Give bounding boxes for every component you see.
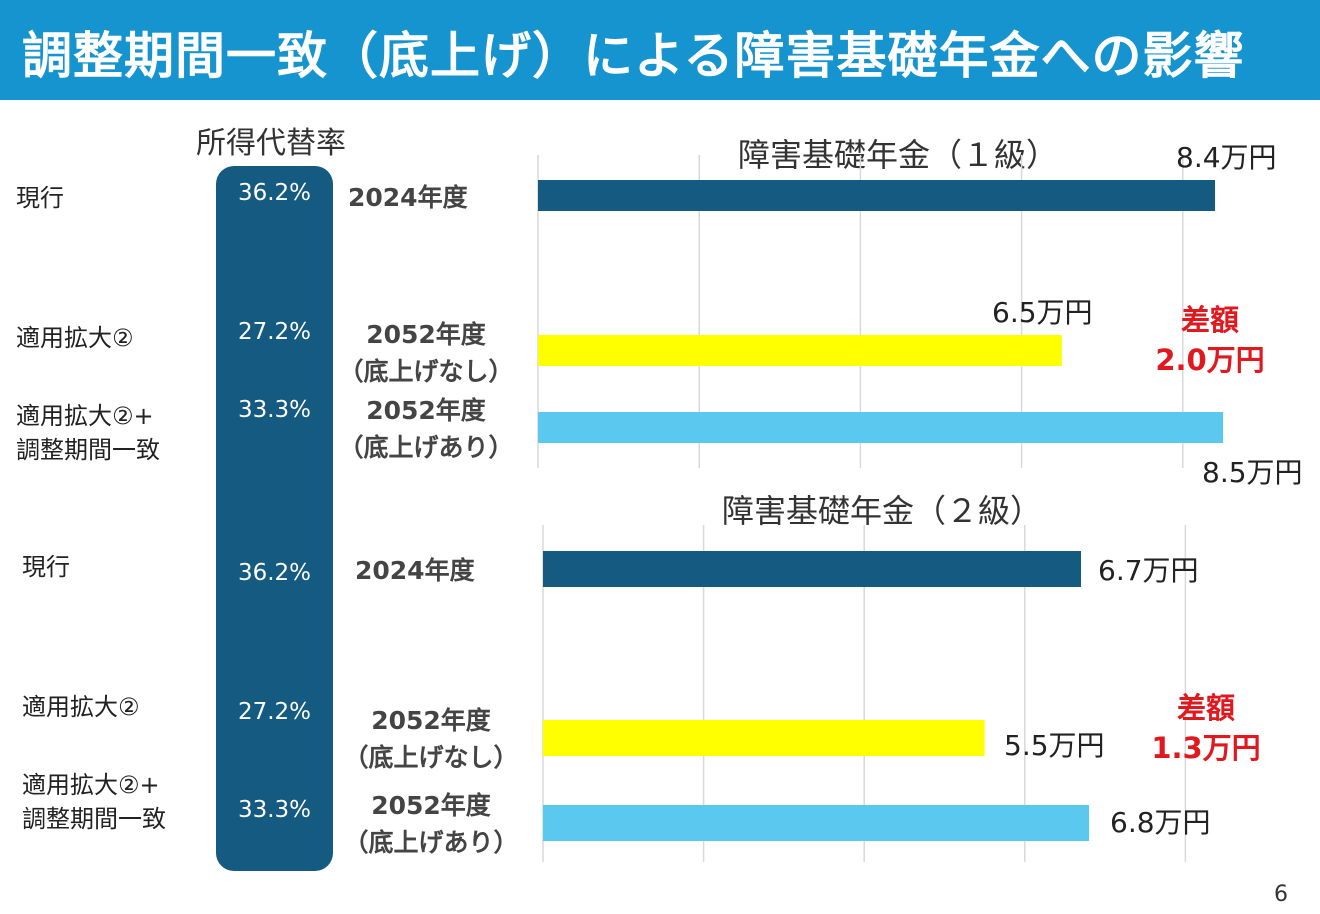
year-label-sub: （底上げあり） [343, 828, 519, 857]
bar-grade1-2052-withraise [538, 412, 1224, 443]
year-label-2052-withraise-2: 2052年度 （底上げあり） [341, 787, 521, 861]
ratio-expansion-2: 27.2% [237, 699, 312, 725]
row-label-expansion-adj-2a: 適用拡大②+ [22, 771, 160, 799]
ratio-heading: 所得代替率 [196, 126, 346, 161]
header-banner: 調整期間一致（底上げ）による障害基礎年金への影響 [0, 0, 1320, 100]
bar-grade2-2052-withraise [543, 805, 1090, 841]
ratio-current-2: 36.2% [237, 560, 312, 586]
diff-annotation-grade1: 差額 2.0万円 [1150, 300, 1270, 380]
diff-annotation-value: 1.3万円 [1151, 731, 1261, 765]
diff-annotation-heading: 差額 [1180, 303, 1239, 337]
chart-title-grade2: 障害基礎年金（２級） [722, 492, 1043, 530]
value-label-grade2-2024: 6.7万円 [1098, 554, 1199, 587]
diff-annotation-heading: 差額 [1176, 691, 1235, 725]
year-label-text: 2052年度 [366, 320, 486, 349]
page-title: 調整期間一致（底上げ）による障害基礎年金への影響 [22, 27, 1245, 85]
value-label-grade2-2052-withraise: 6.8万円 [1110, 806, 1211, 839]
row-label-expansion-1: 適用拡大② [16, 324, 134, 352]
ratio-current-1: 36.2% [237, 180, 312, 206]
value-label-grade1-2052-withraise: 8.5万円 [1202, 456, 1303, 489]
bar-grade2-2052-noraise [543, 720, 985, 756]
value-label-grade1-2052-noraise: 6.5万円 [992, 296, 1093, 329]
bar-grade1-2052-noraise [538, 335, 1062, 366]
ratio-pill [216, 166, 333, 871]
year-label-2052-noraise-1: 2052年度 （底上げなし） [336, 316, 516, 390]
year-label-text: 2052年度 [371, 706, 491, 735]
year-label-2024-2: 2024年度 [355, 556, 475, 585]
ratio-expansion-1: 27.2% [237, 319, 312, 345]
row-label-expansion-adj-1b: 調整期間一致 [16, 436, 160, 464]
row-label-expansion-2: 適用拡大② [22, 693, 140, 721]
bar-grade2-2024 [543, 551, 1082, 587]
diff-annotation-grade2: 差額 1.3万円 [1146, 688, 1266, 768]
chart-title-grade1: 障害基礎年金（１級） [738, 136, 1059, 174]
year-label-sub: （底上げあり） [338, 433, 514, 462]
year-label-2052-noraise-2: 2052年度 （底上げなし） [341, 702, 521, 776]
year-label-text: 2052年度 [366, 396, 486, 425]
year-label-sub: （底上げなし） [338, 357, 514, 386]
page-number: 6 [1274, 882, 1288, 907]
value-label-grade2-2052-noraise: 5.5万円 [1004, 729, 1105, 762]
year-label-text: 2052年度 [371, 791, 491, 820]
year-label-2024-1: 2024年度 [348, 183, 468, 212]
value-label-grade1-2024: 8.4万円 [1176, 141, 1277, 174]
row-label-current-2: 現行 [22, 553, 70, 581]
row-label-expansion-adj-1a: 適用拡大②+ [16, 402, 154, 430]
ratio-expansion-adj-2: 33.3% [237, 797, 312, 823]
bar-grade1-2024 [538, 180, 1216, 211]
ratio-expansion-adj-1: 33.3% [237, 397, 312, 423]
year-label-sub: （底上げなし） [343, 743, 519, 772]
row-label-expansion-adj-2b: 調整期間一致 [22, 805, 166, 833]
row-label-current-1: 現行 [16, 184, 64, 212]
diff-annotation-value: 2.0万円 [1155, 343, 1265, 377]
year-label-2052-withraise-1: 2052年度 （底上げあり） [336, 392, 516, 466]
